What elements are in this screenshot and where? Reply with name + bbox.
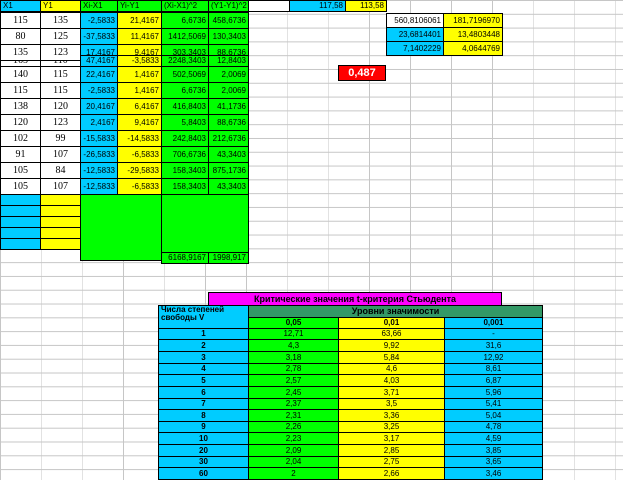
table-cell[interactable]: 242,8403 bbox=[161, 130, 209, 147]
table-cell[interactable]: 107 bbox=[40, 178, 81, 195]
table-cell[interactable]: 105 bbox=[0, 162, 41, 179]
header-x1[interactable]: X1 bbox=[0, 0, 41, 12]
header-dx2[interactable]: (Xi-X1)^2 bbox=[161, 0, 209, 12]
header-dy[interactable]: Yi-Y1 bbox=[117, 0, 162, 12]
stat-cell[interactable]: 23,6814401 bbox=[386, 27, 444, 42]
table-cell[interactable]: 212,6736 bbox=[208, 130, 249, 147]
table-cell[interactable]: 107 bbox=[40, 146, 81, 163]
table-cell[interactable]: 6,6736 bbox=[161, 12, 209, 29]
table-cell[interactable]: -37,5833 bbox=[80, 28, 118, 45]
empty-cell[interactable] bbox=[0, 238, 41, 250]
mean-y-cell[interactable]: 113,58 bbox=[345, 0, 387, 12]
t-result-cell[interactable]: 0,487 bbox=[338, 65, 386, 81]
table-cell[interactable]: -26,5833 bbox=[80, 146, 118, 163]
table-cell[interactable]: 123 bbox=[40, 114, 81, 131]
table-cell[interactable]: -2,5833 bbox=[80, 82, 118, 99]
table-cell[interactable]: 80 bbox=[0, 28, 41, 45]
ttable-title[interactable]: Критические значения t-критерия Стьюдент… bbox=[208, 292, 502, 306]
stat-cell[interactable]: 13,4803448 bbox=[443, 27, 503, 42]
table-cell[interactable]: -6,5833 bbox=[117, 178, 162, 195]
table-cell[interactable]: 84 bbox=[40, 162, 81, 179]
stat-cell[interactable]: 181,7196970 bbox=[443, 13, 503, 28]
stat-cell[interactable]: 7,1402229 bbox=[386, 41, 444, 56]
table-cell[interactable]: 2,4167 bbox=[80, 114, 118, 131]
table-cell[interactable]: 138 bbox=[0, 98, 41, 115]
table-cell[interactable]: 91 bbox=[0, 146, 41, 163]
ttable-dof-label[interactable]: Числа степеней свободы V bbox=[158, 305, 249, 329]
table-cell[interactable]: 22,4167 bbox=[80, 66, 118, 83]
table-cell[interactable]: 123 bbox=[40, 44, 81, 61]
empty-cell[interactable] bbox=[248, 0, 290, 12]
ttable-cell[interactable]: 3,46 bbox=[444, 467, 543, 480]
table-cell[interactable]: 416,8403 bbox=[161, 98, 209, 115]
table-cell[interactable]: 43,3403 bbox=[208, 178, 249, 195]
table-cell[interactable]: 105 bbox=[0, 178, 41, 195]
table-cell[interactable]: -12,5833 bbox=[80, 162, 118, 179]
table-cell[interactable]: 115 bbox=[0, 82, 41, 99]
table-cell[interactable]: -14,5833 bbox=[117, 130, 162, 147]
table-cell[interactable]: 102 bbox=[0, 130, 41, 147]
table-cell[interactable]: 1412,5069 bbox=[161, 28, 209, 45]
ttable-cell[interactable]: 2,66 bbox=[338, 467, 445, 480]
stat-cell[interactable]: 560,8106061 bbox=[386, 13, 444, 28]
table-cell[interactable]: -12,5833 bbox=[80, 178, 118, 195]
ttable-cell[interactable]: 5,41 bbox=[444, 398, 543, 410]
sum-dy2[interactable]: 1998,917 bbox=[208, 252, 249, 264]
table-cell[interactable]: 120 bbox=[40, 98, 81, 115]
table-cell[interactable]: 875,1736 bbox=[208, 162, 249, 179]
empty-cell[interactable] bbox=[40, 238, 81, 250]
table-cell[interactable]: 502,5069 bbox=[161, 66, 209, 83]
table-cell[interactable]: 5,8403 bbox=[161, 114, 209, 131]
empty-green-block[interactable] bbox=[80, 194, 162, 261]
table-cell[interactable]: 458,6736 bbox=[208, 12, 249, 29]
table-cell[interactable]: 158,3403 bbox=[161, 162, 209, 179]
table-cell[interactable]: 135 bbox=[40, 12, 81, 29]
table-cell[interactable]: 115 bbox=[0, 12, 41, 29]
stat-cell[interactable]: 4,0644769 bbox=[443, 41, 503, 56]
header-dy2[interactable]: (Y1-Y1)^2 bbox=[208, 0, 249, 12]
empty-green-block[interactable] bbox=[161, 194, 249, 253]
table-cell[interactable]: 88,6736 bbox=[208, 114, 249, 131]
table-cell[interactable]: 120 bbox=[0, 114, 41, 131]
table-cell[interactable]: 115 bbox=[40, 66, 81, 83]
table-cell[interactable]: 1,4167 bbox=[117, 82, 162, 99]
header-dx[interactable]: Xi-X1 bbox=[80, 0, 118, 12]
table-cell[interactable]: 99 bbox=[40, 130, 81, 147]
table-cell[interactable]: 21,4167 bbox=[117, 12, 162, 29]
header-y1[interactable]: Y1 bbox=[40, 0, 81, 12]
table-cell[interactable]: -15,5833 bbox=[80, 130, 118, 147]
table-cell[interactable]: 115 bbox=[40, 82, 81, 99]
table-cell[interactable]: 125 bbox=[40, 28, 81, 45]
table-cell[interactable]: 2,0069 bbox=[208, 82, 249, 99]
table-cell[interactable]: 11,4167 bbox=[117, 28, 162, 45]
table-cell[interactable]: 130,3403 bbox=[208, 28, 249, 45]
table-cell[interactable]: 1,4167 bbox=[117, 66, 162, 83]
table-cell[interactable]: -29,5833 bbox=[117, 162, 162, 179]
ttable-cell[interactable]: 2 bbox=[248, 467, 339, 480]
table-cell[interactable]: 140 bbox=[0, 66, 41, 83]
table-cell[interactable]: 135 bbox=[0, 44, 41, 61]
table-cell[interactable]: 6,6736 bbox=[161, 82, 209, 99]
sum-dx2[interactable]: 6168,9167 bbox=[161, 252, 209, 264]
table-cell[interactable]: 43,3403 bbox=[208, 146, 249, 163]
table-cell[interactable]: 158,3403 bbox=[161, 178, 209, 195]
table-cell[interactable]: -2,5833 bbox=[80, 12, 118, 29]
table-cell[interactable]: 20,4167 bbox=[80, 98, 118, 115]
table-cell[interactable]: 6,4167 bbox=[117, 98, 162, 115]
table-cell[interactable]: -6,5833 bbox=[117, 146, 162, 163]
table-cell[interactable]: 9,4167 bbox=[117, 114, 162, 131]
table-cell[interactable]: 706,6736 bbox=[161, 146, 209, 163]
ttable-dof[interactable]: 60 bbox=[158, 467, 249, 480]
table-cell[interactable]: 2,0069 bbox=[208, 66, 249, 83]
table-cell[interactable]: 41,1736 bbox=[208, 98, 249, 115]
mean-x-cell[interactable]: 117,58 bbox=[289, 0, 346, 12]
